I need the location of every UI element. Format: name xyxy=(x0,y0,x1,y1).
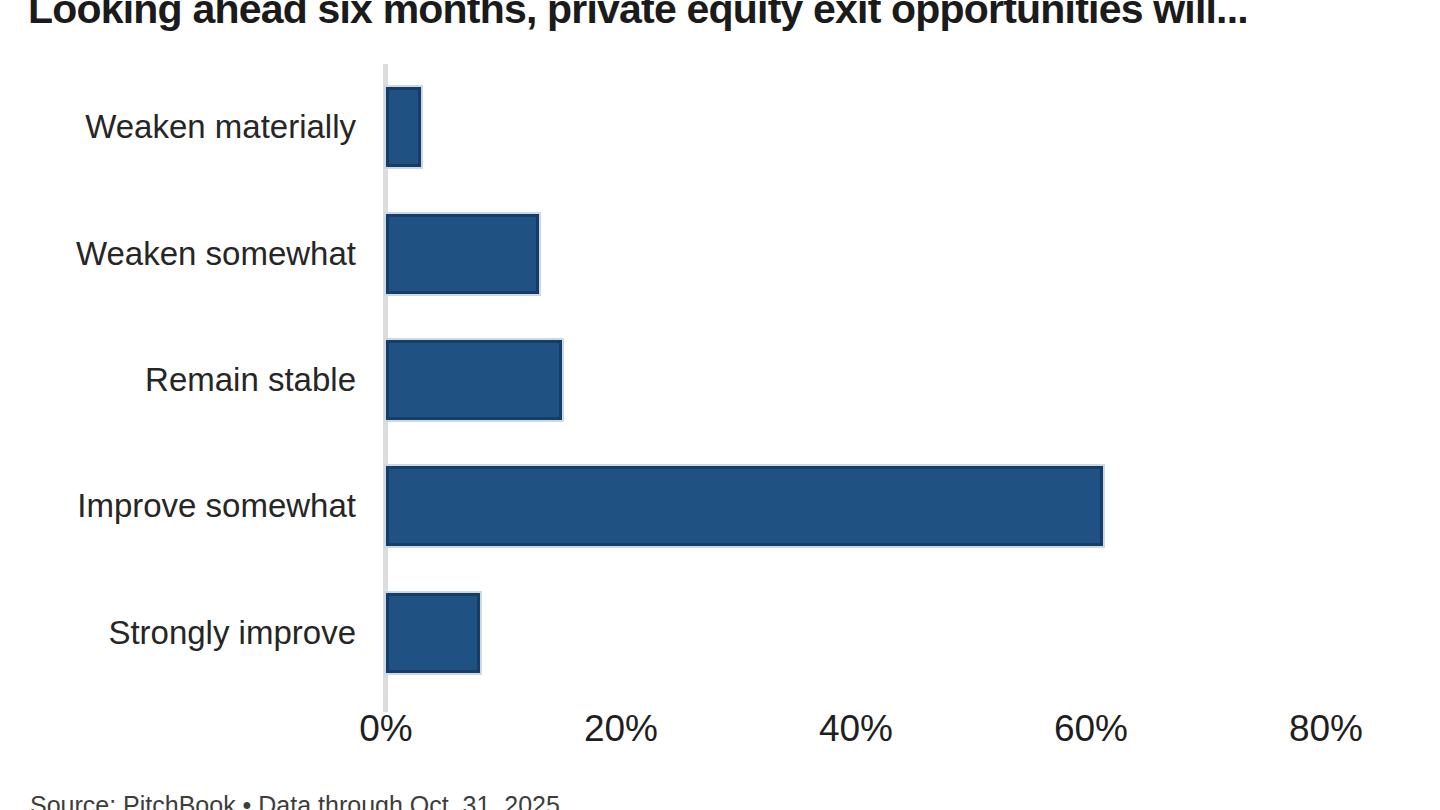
x-axis-tick-label: 80% xyxy=(1289,708,1363,750)
bar-row xyxy=(386,317,1326,443)
x-axis-tick-label: 20% xyxy=(584,708,658,750)
category-label: Strongly improve xyxy=(0,570,372,696)
plot-area xyxy=(386,64,1326,696)
x-axis-tick-label: 60% xyxy=(1054,708,1128,750)
bar-row xyxy=(386,443,1326,569)
bar-row xyxy=(386,64,1326,190)
chart-title: Looking ahead six months, private equity… xyxy=(28,0,1248,33)
bar-row xyxy=(386,190,1326,316)
x-axis-tick-label: 0% xyxy=(359,708,412,750)
category-axis: Weaken materiallyWeaken somewhatRemain s… xyxy=(0,64,372,696)
category-label: Remain stable xyxy=(0,317,372,443)
chart-canvas: Looking ahead six months, private equity… xyxy=(0,0,1440,810)
category-label: Improve somewhat xyxy=(0,443,372,569)
category-label: Weaken somewhat xyxy=(0,190,372,316)
bar xyxy=(386,466,1103,546)
bar-series xyxy=(386,64,1326,696)
category-label: Weaken materially xyxy=(0,64,372,190)
bar xyxy=(386,214,539,294)
x-axis-tick-label: 40% xyxy=(819,708,893,750)
bar xyxy=(386,87,421,167)
bar-row xyxy=(386,570,1326,696)
x-axis: 0%20%40%60%80% xyxy=(386,708,1326,760)
bar xyxy=(386,340,562,420)
source-note: Source: PitchBook • Data through Oct. 31… xyxy=(30,791,560,810)
bar xyxy=(386,593,480,673)
